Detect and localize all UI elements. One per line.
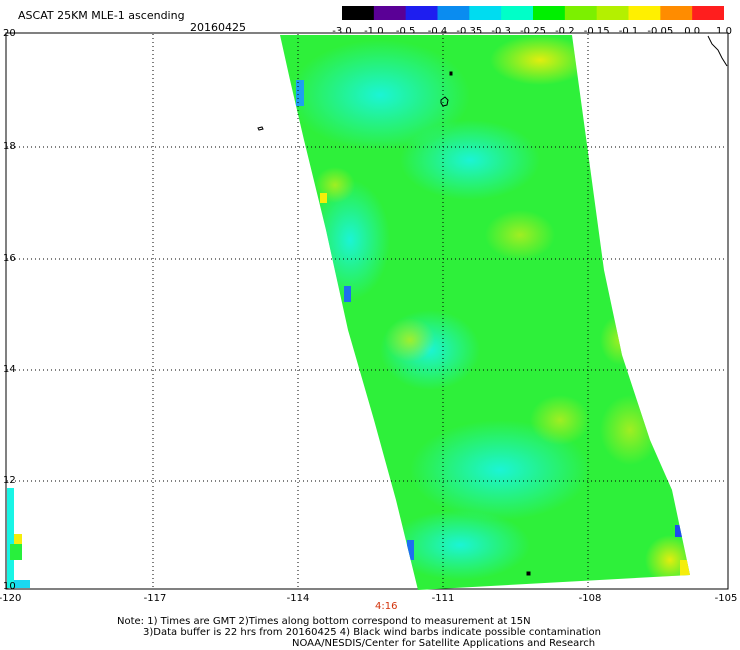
coastline [257, 35, 728, 576]
colorbar-segment [373, 6, 407, 20]
colorbar-tick-label: -0.5 [395, 26, 416, 37]
colorbar-tick-label: -0.35 [456, 26, 483, 37]
colorbar-segment [628, 6, 661, 20]
lat-label-10: 10 [3, 581, 16, 592]
note-line-1: Note: 1) Times are GMT 2)Times along bot… [117, 616, 531, 627]
lon-label-120: -120 [0, 593, 22, 604]
colorbar-segment [469, 6, 502, 20]
pass-time: 4:16 [375, 601, 398, 612]
colorbar-tick-label: -0.15 [583, 26, 610, 37]
colorbar-segment [501, 6, 534, 20]
colorbar [342, 6, 724, 20]
colorbar-tick-label: -0.4 [427, 26, 448, 37]
lon-label-117: -117 [143, 593, 167, 604]
lat-label-14: 14 [3, 364, 16, 375]
colorbar-segment [692, 6, 724, 20]
colorbar-tick-label: -0.1 [618, 26, 639, 37]
colorbar-segment [405, 6, 438, 20]
map-title: ASCAT 25KM MLE-1 ascending [18, 9, 185, 22]
lat-label-18: 18 [3, 141, 16, 152]
graticule [7, 34, 727, 588]
colorbar-tick-label: -3.0 [332, 26, 352, 37]
colorbar-tick-label: 1.0 [716, 26, 732, 37]
colorbar-tick-label: -0.25 [520, 26, 546, 37]
map-date: 20160425 [190, 21, 246, 34]
colorbar-segment [596, 6, 629, 20]
colorbar-segment [660, 6, 693, 20]
lat-label-12: 12 [3, 475, 16, 486]
footer-notes: Note: 1) Times are GMT 2)Times along bot… [117, 616, 601, 649]
colorbar-segment [437, 6, 470, 20]
colorbar-segment [564, 6, 598, 20]
colorbar-tick-label: -0.2 [555, 26, 575, 37]
left-edge-swath [7, 488, 30, 588]
colorbar-labels: -3.0 -1.0 -0.5 -0.4 -0.35 -0.3 -0.25 -0.2 -0.15-… [330, 26, 740, 40]
colorbar-segment [342, 6, 375, 20]
colorbar-tick-label: -0.3 [491, 26, 511, 37]
note-line-2: 3)Data buffer is 22 hrs from 20160425 4)… [143, 627, 601, 638]
note-line-3: NOAA/NESDIS/Center for Satellite Applica… [292, 638, 596, 649]
colorbar-tick-label: 0.0 [684, 26, 701, 37]
lon-label-108: -108 [578, 593, 602, 604]
lon-label-111: -111 [431, 593, 455, 604]
colorbar-tick-label: -0.05 [647, 26, 674, 37]
lat-label-20: 20 [3, 28, 16, 39]
lon-label-105: -105 [714, 593, 738, 604]
colorbar-tick-label: -1.0 [364, 26, 384, 37]
lat-label-16: 16 [3, 253, 16, 264]
colorbar-segment [533, 6, 566, 20]
lon-label-114: -114 [286, 593, 310, 604]
